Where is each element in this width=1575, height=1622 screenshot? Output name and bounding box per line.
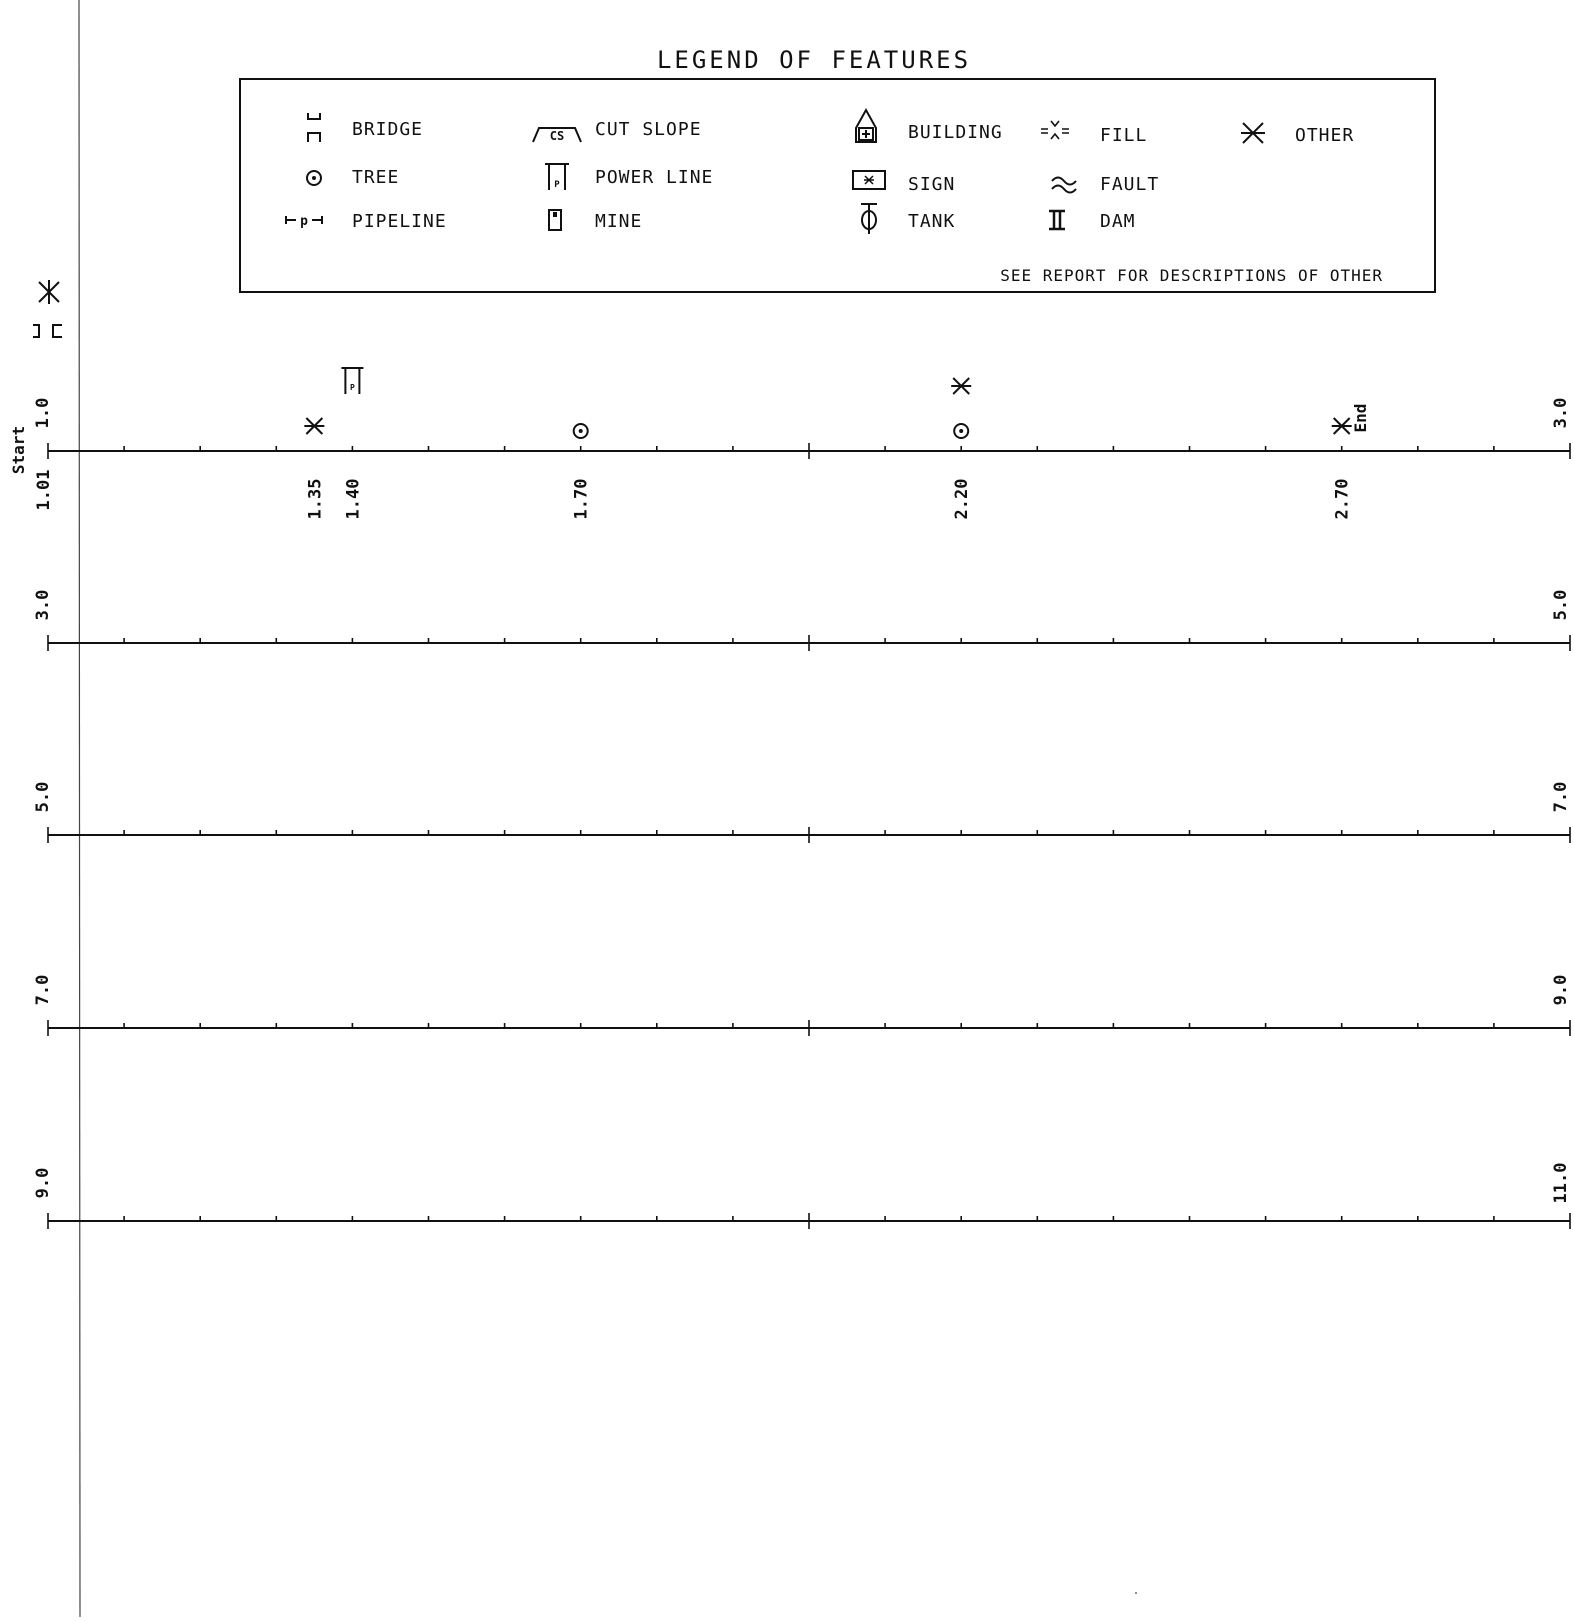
strip-5: 9.0 11.0	[33, 1163, 1571, 1229]
strip-end-label: 7.0	[1551, 782, 1571, 813]
start-value-label: 1.01	[34, 470, 54, 511]
feature-position-label: 1.40	[343, 479, 363, 520]
strip-start-label: 5.0	[33, 782, 53, 813]
strip-end-label: 3.0	[1551, 398, 1571, 429]
power-line-icon: P	[545, 163, 569, 190]
feature-position-label: 1.35	[305, 479, 325, 520]
svg-text:CS: CS	[550, 129, 564, 143]
svg-text:P: P	[350, 383, 355, 392]
fault-icon	[1051, 176, 1077, 194]
feature-position-label: 1.70	[572, 479, 592, 520]
svg-text:FILL: FILL	[1100, 125, 1147, 146]
mine-icon	[548, 209, 562, 231]
legend-item-mine: MINE	[548, 209, 642, 232]
feature-other-2.70: 2.70	[1331, 417, 1353, 520]
svg-text:MINE: MINE	[595, 211, 642, 232]
legend-item-tree: TREE	[306, 167, 399, 188]
legend-item-fill: FILL	[1041, 120, 1147, 146]
strip-1: 1.0 3.0	[33, 398, 1571, 459]
fill-icon	[1041, 120, 1069, 140]
tank-icon	[861, 203, 877, 234]
legend-note: SEE REPORT FOR DESCRIPTIONS OF OTHER	[1000, 266, 1383, 285]
svg-text:TANK: TANK	[908, 211, 955, 232]
strip-start-label: 1.0	[33, 398, 53, 429]
svg-text:DAM: DAM	[1100, 211, 1136, 232]
strip-2: 3.0 5.0	[33, 590, 1571, 651]
feature-position-label: 2.20	[952, 479, 972, 520]
speck	[1135, 1592, 1137, 1594]
features-layer: 1.35 P 1.40 1.70 2.20 2.70	[304, 367, 1353, 520]
svg-text:POWER LINE: POWER LINE	[595, 167, 713, 188]
legend-item-fault: FAULT	[1051, 174, 1159, 195]
feature-tree-2.20: 2.20	[952, 423, 972, 520]
svg-text:SIGN: SIGN	[908, 174, 955, 195]
side-icon-group	[33, 280, 62, 338]
end-label: End	[1351, 404, 1370, 433]
legend-item-building: BUILDING	[855, 107, 1003, 143]
feature-tree-1.70: 1.70	[572, 423, 592, 520]
svg-text:P: P	[554, 180, 560, 190]
dam-icon	[1049, 209, 1065, 231]
cut-slope-icon: CS	[532, 127, 582, 143]
strip-start-label: 3.0	[33, 590, 53, 621]
strip-start-label: 9.0	[33, 1168, 53, 1199]
start-label: Start	[9, 426, 28, 474]
svg-text:p: p	[300, 214, 308, 229]
legend-item-power-line: P POWER LINE	[545, 163, 713, 190]
svg-text:FAULT: FAULT	[1100, 174, 1159, 195]
strip-3: 5.0 7.0	[33, 782, 1571, 843]
svg-text:BRIDGE: BRIDGE	[352, 119, 423, 140]
svg-text:OTHER: OTHER	[1295, 125, 1354, 146]
strip-4: 7.0 9.0	[33, 975, 1571, 1036]
svg-text:BUILDING: BUILDING	[908, 122, 1003, 143]
legend-item-cut-slope: CS CUT SLOPE	[532, 119, 702, 143]
strip-start-label: 7.0	[33, 975, 53, 1006]
strip-end-label: 5.0	[1551, 590, 1571, 621]
legend-item-sign: SIGN	[852, 170, 955, 195]
side-bridge-icon	[33, 324, 62, 338]
legend-item-dam: DAM	[1049, 209, 1136, 232]
margin-line	[78, 0, 81, 1618]
legend-box	[239, 78, 1436, 293]
building-icon	[855, 107, 877, 143]
other-icon	[1241, 122, 1265, 144]
feature-position-label: 2.70	[1333, 479, 1353, 520]
strips-layer: 1.0 3.0 3.0 5.0 5.0 7.0 7.0 9.0 9.0 11.0	[33, 398, 1571, 1229]
svg-text:TREE: TREE	[352, 167, 399, 188]
pipeline-icon: p	[285, 214, 323, 229]
legend-title: LEGEND OF FEATURES	[657, 46, 971, 74]
legend-item-other: OTHER	[1241, 122, 1354, 146]
legend-item-bridge: BRIDGE	[307, 113, 423, 142]
strip-end-label: 11.0	[1551, 1163, 1571, 1204]
tree-icon	[306, 170, 322, 186]
legend-item-tank: TANK	[861, 203, 955, 234]
sign-icon	[852, 170, 886, 190]
feature-other-1.35: 1.35	[304, 417, 325, 520]
side-other-icon	[38, 280, 60, 304]
legend-item-pipeline: p PIPELINE	[285, 211, 447, 232]
strip-end-label: 9.0	[1551, 975, 1571, 1006]
feature-power-line-1.40: P 1.40	[341, 367, 364, 520]
svg-text:PIPELINE: PIPELINE	[352, 211, 447, 232]
svg-text:CUT SLOPE: CUT SLOPE	[595, 119, 702, 140]
bridge-icon	[307, 113, 321, 142]
feature-other-2.20	[951, 377, 972, 395]
